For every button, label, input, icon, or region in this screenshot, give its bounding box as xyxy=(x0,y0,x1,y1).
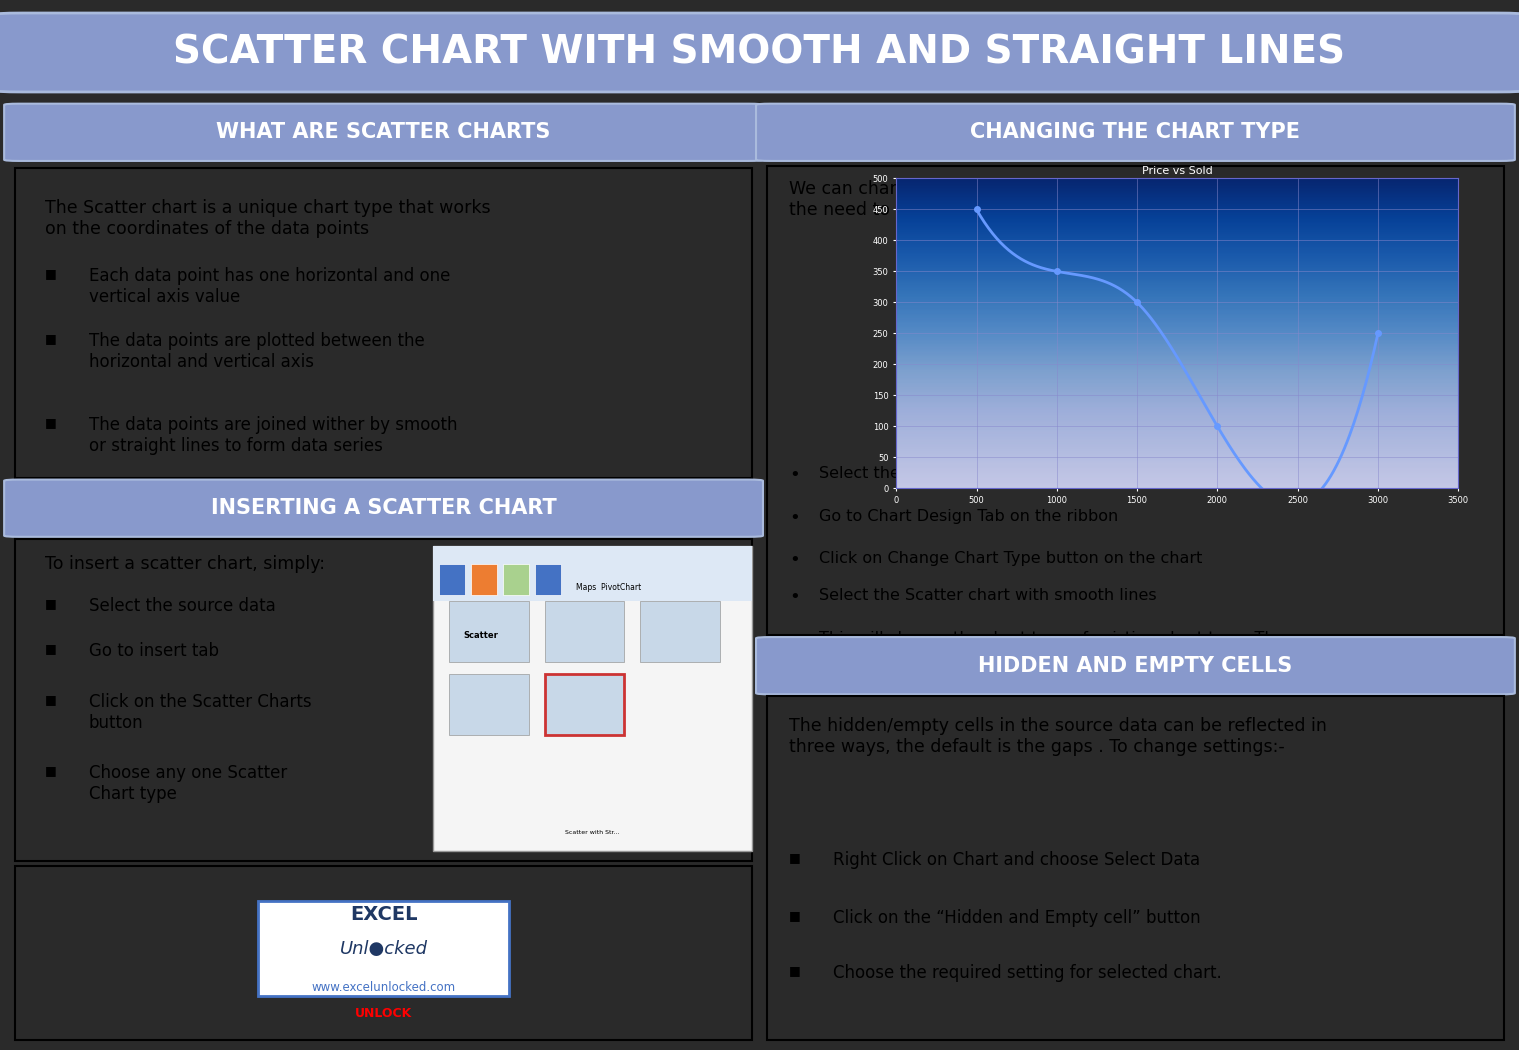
Text: The Scatter chart is a unique chart type that works
on the coordinates of the da: The Scatter chart is a unique chart type… xyxy=(44,198,491,237)
Text: ■: ■ xyxy=(790,964,801,977)
Text: Click on the Scatter Charts
button: Click on the Scatter Charts button xyxy=(88,693,311,732)
Text: ■: ■ xyxy=(44,693,56,707)
Text: ■: ■ xyxy=(44,332,56,345)
Text: Scatter with Str...: Scatter with Str... xyxy=(565,831,620,836)
Text: •: • xyxy=(790,551,801,569)
Text: Scatter: Scatter xyxy=(463,631,498,640)
Text: This will change the chart type of existing chart type. The
source data would be: This will change the chart type of exist… xyxy=(819,631,1284,663)
Text: Click on the “Hidden and Empty cell” button: Click on the “Hidden and Empty cell” but… xyxy=(834,909,1202,927)
Text: Select the Scatter chart with smooth lines: Select the Scatter chart with smooth lin… xyxy=(819,588,1156,604)
Text: The hidden/empty cells in the source data can be reflected in
three ways, the de: The hidden/empty cells in the source dat… xyxy=(790,717,1328,756)
Text: ■: ■ xyxy=(44,642,56,655)
FancyBboxPatch shape xyxy=(5,104,763,161)
Text: •: • xyxy=(790,588,801,606)
Bar xyxy=(471,564,497,594)
Text: Choose the required setting for selected chart.: Choose the required setting for selected… xyxy=(834,964,1223,982)
Text: Each data point has one horizontal and one
vertical axis value: Each data point has one horizontal and o… xyxy=(88,267,450,306)
Text: ■: ■ xyxy=(790,909,801,922)
Bar xyxy=(433,546,752,601)
Text: ■: ■ xyxy=(44,764,56,777)
Text: The data points are plotted between the
horizontal and vertical axis: The data points are plotted between the … xyxy=(88,332,425,371)
Text: ■: ■ xyxy=(44,596,56,610)
Text: ■: ■ xyxy=(790,850,801,864)
Text: Right Click on Chart and choose Select Data: Right Click on Chart and choose Select D… xyxy=(834,850,1200,868)
Text: To insert a scatter chart, simply:: To insert a scatter chart, simply: xyxy=(44,554,325,572)
Bar xyxy=(439,564,465,594)
Text: Select the Existing Chart: Select the Existing Chart xyxy=(819,466,1018,481)
Text: EXCEL: EXCEL xyxy=(349,905,418,924)
Text: We can change the chart type of each chart without having
the need to insert a n: We can change the chart type of each cha… xyxy=(790,180,1308,218)
Title: Price vs Sold: Price vs Sold xyxy=(1142,166,1212,176)
Text: CHANGING THE CHART TYPE: CHANGING THE CHART TYPE xyxy=(971,122,1300,143)
Text: SCATTER CHART WITH SMOOTH AND STRAIGHT LINES: SCATTER CHART WITH SMOOTH AND STRAIGHT L… xyxy=(173,34,1346,71)
Text: ■: ■ xyxy=(44,267,56,280)
Text: INSERTING A SCATTER CHART: INSERTING A SCATTER CHART xyxy=(211,498,556,519)
Bar xyxy=(535,564,561,594)
Text: Maps  PivotChart: Maps PivotChart xyxy=(576,583,641,591)
Text: Choose any one Scatter
Chart type: Choose any one Scatter Chart type xyxy=(88,764,287,803)
FancyBboxPatch shape xyxy=(5,480,763,537)
Text: Go to Chart Design Tab on the ribbon: Go to Chart Design Tab on the ribbon xyxy=(819,508,1118,524)
Text: Go to insert tab: Go to insert tab xyxy=(88,642,219,659)
Bar xyxy=(258,901,509,996)
Text: •: • xyxy=(790,508,801,526)
FancyBboxPatch shape xyxy=(756,104,1514,161)
Bar xyxy=(450,674,529,735)
Bar xyxy=(503,564,529,594)
Text: www.excelunlocked.com: www.excelunlocked.com xyxy=(311,981,456,994)
Bar xyxy=(544,601,624,662)
Text: •: • xyxy=(790,631,801,649)
Text: WHAT ARE SCATTER CHARTS: WHAT ARE SCATTER CHARTS xyxy=(216,122,551,143)
Bar xyxy=(639,601,720,662)
Text: Click on Change Chart Type button on the chart: Click on Change Chart Type button on the… xyxy=(819,551,1202,566)
Bar xyxy=(450,601,529,662)
Text: UNLOCK: UNLOCK xyxy=(355,1007,412,1020)
Text: HIDDEN AND EMPTY CELLS: HIDDEN AND EMPTY CELLS xyxy=(978,655,1293,676)
Text: The data points are joined wither by smooth
or straight lines to form data serie: The data points are joined wither by smo… xyxy=(88,416,457,455)
Text: •: • xyxy=(790,466,801,484)
Bar xyxy=(544,674,624,735)
Text: Unl●cked: Unl●cked xyxy=(340,941,427,959)
Text: ■: ■ xyxy=(44,416,56,428)
FancyBboxPatch shape xyxy=(0,13,1519,92)
FancyBboxPatch shape xyxy=(756,637,1514,694)
Text: Select the source data: Select the source data xyxy=(88,596,275,614)
